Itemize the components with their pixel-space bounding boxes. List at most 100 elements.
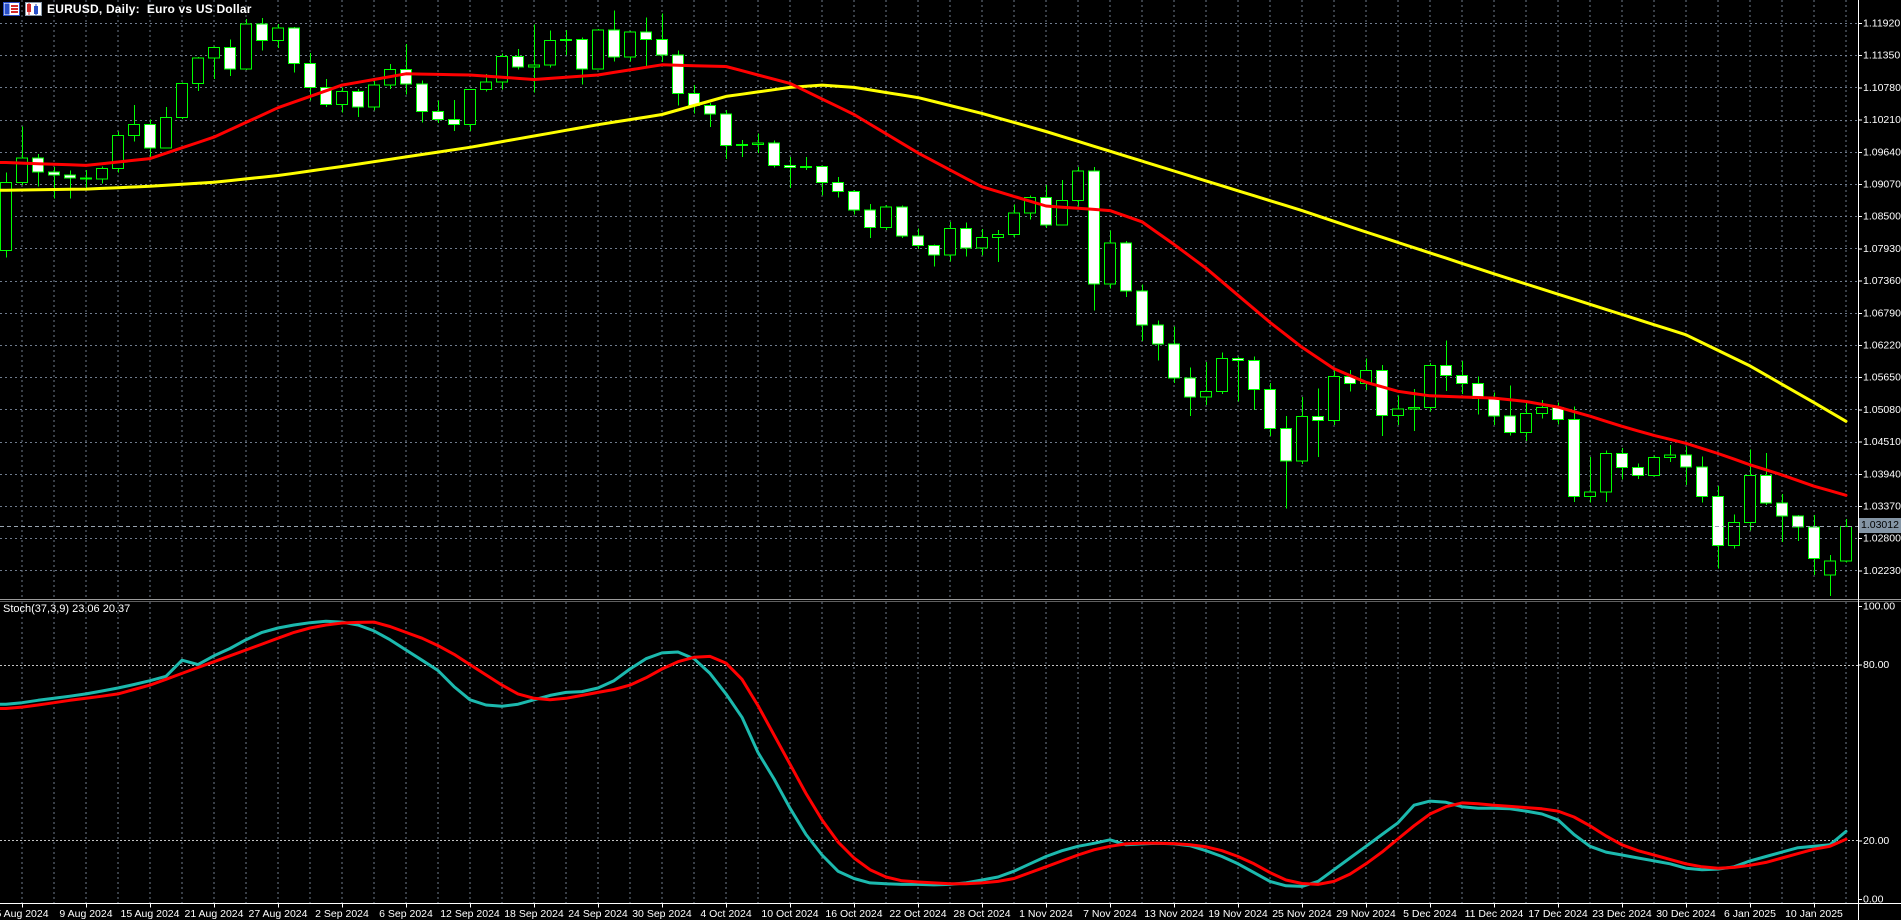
candlestick[interactable] <box>1616 452 1628 469</box>
candlestick[interactable] <box>512 55 524 68</box>
candlestick[interactable] <box>1168 343 1180 379</box>
candlestick[interactable] <box>368 84 380 108</box>
candlestick[interactable] <box>800 165 812 169</box>
candlestick[interactable] <box>96 168 108 180</box>
candlestick[interactable] <box>528 64 540 68</box>
candlestick[interactable] <box>16 157 28 183</box>
candlestick[interactable] <box>1600 452 1612 493</box>
candlestick[interactable] <box>304 63 316 88</box>
candlestick[interactable] <box>352 90 364 108</box>
candlestick[interactable] <box>496 55 508 83</box>
candlestick[interactable] <box>176 82 188 118</box>
candlestick[interactable] <box>1184 377 1196 398</box>
candlestick[interactable] <box>1136 290 1148 326</box>
candlestick[interactable] <box>1568 419 1580 497</box>
candlestick[interactable] <box>992 233 1004 239</box>
candlestick[interactable] <box>1840 525 1852 562</box>
chart-list-icon[interactable] <box>3 2 20 16</box>
candlestick[interactable] <box>1456 375 1468 384</box>
candlestick[interactable] <box>736 143 748 147</box>
candlestick[interactable] <box>1712 495 1724 547</box>
stochastic-plot[interactable] <box>0 619 1848 888</box>
candlestick[interactable] <box>1328 376 1340 422</box>
candlestick[interactable] <box>1120 242 1132 292</box>
candlestick[interactable] <box>1536 407 1548 414</box>
ma-slow-line[interactable] <box>0 83 1848 423</box>
candlestick[interactable] <box>1232 358 1244 361</box>
candlestick[interactable] <box>1424 364 1436 409</box>
candlestick[interactable] <box>1264 389 1276 430</box>
candlestick[interactable] <box>1792 515 1804 528</box>
candlestick[interactable] <box>1680 454 1692 468</box>
candlestick[interactable] <box>208 46 220 59</box>
candlestick[interactable] <box>576 38 588 70</box>
candlestick[interactable] <box>896 206 908 237</box>
candlestick[interactable] <box>1744 474 1756 523</box>
candlestick[interactable] <box>1248 359 1260 391</box>
candlestick[interactable] <box>640 31 652 40</box>
stoch-scale[interactable]: 100.00 80.00 20.00 0.00 <box>1858 601 1895 906</box>
candlestick[interactable] <box>128 124 140 136</box>
candlestick[interactable] <box>912 235 924 247</box>
candlestick[interactable] <box>480 81 492 91</box>
candlestick[interactable] <box>720 113 732 147</box>
candlestick[interactable] <box>416 83 428 113</box>
candlestick[interactable] <box>160 116 172 149</box>
price-scale[interactable]: 1.11920 1.11350 1.10780 1.10210 1.09640 1.090… <box>1858 18 1901 577</box>
candlestick[interactable] <box>192 57 204 84</box>
candlestick[interactable] <box>768 142 780 166</box>
candlestick[interactable] <box>1776 502 1788 517</box>
candlestick[interactable] <box>960 228 972 249</box>
time-scale[interactable]: 5 Aug 2024 9 Aug 2024 15 Aug 2024 21 Aug 20… <box>0 903 1843 920</box>
candlestick[interactable] <box>864 209 876 228</box>
candlestick[interactable] <box>1392 408 1404 417</box>
candlestick[interactable] <box>1152 324 1164 345</box>
candlestick[interactable] <box>1216 358 1228 392</box>
candlestick[interactable] <box>1824 560 1836 576</box>
candlestick[interactable] <box>464 89 476 126</box>
candlestick[interactable] <box>144 124 156 149</box>
candlestick[interactable] <box>1104 242 1116 285</box>
candlestick[interactable] <box>272 27 284 42</box>
candlestick[interactable] <box>976 237 988 249</box>
candlestick[interactable] <box>320 86 332 105</box>
candlestick[interactable] <box>1584 491 1596 497</box>
candlestick[interactable] <box>1024 197 1036 214</box>
candlestick[interactable] <box>0 181 12 252</box>
candlestick[interactable] <box>848 190 860 211</box>
candlestick[interactable] <box>624 31 636 58</box>
candlestick[interactable] <box>1648 456 1660 476</box>
stoch-signal-line[interactable] <box>0 620 1848 886</box>
candlestick[interactable] <box>240 23 252 70</box>
candlestick[interactable] <box>48 171 60 176</box>
candlestick[interactable] <box>1808 526 1820 560</box>
candlestick[interactable] <box>288 27 300 65</box>
candlestick[interactable] <box>256 23 268 42</box>
candlestick[interactable] <box>1056 199 1068 226</box>
candlestick[interactable] <box>1520 412 1532 434</box>
candlestick[interactable] <box>560 38 572 42</box>
candlestick[interactable] <box>1088 170 1100 285</box>
candlestick[interactable] <box>400 68 412 85</box>
candlestick-chart-icon[interactable] <box>25 2 42 16</box>
candlestick[interactable] <box>1728 521 1740 547</box>
candlestick[interactable] <box>672 54 684 95</box>
candlestick[interactable] <box>608 29 620 58</box>
candlestick[interactable] <box>1200 390 1212 398</box>
candlestick[interactable] <box>1760 474 1772 504</box>
candlestick[interactable] <box>432 111 444 121</box>
candlestick[interactable] <box>1504 415 1516 434</box>
candlestick[interactable] <box>1408 407 1420 410</box>
candles[interactable] <box>0 10 1852 596</box>
candlestick[interactable] <box>1008 212 1020 235</box>
candlestick[interactable] <box>832 181 844 192</box>
candlestick[interactable] <box>1488 398 1500 417</box>
candlestick[interactable] <box>1376 369 1388 417</box>
candlestick[interactable] <box>1072 170 1084 201</box>
candlestick[interactable] <box>1040 197 1052 226</box>
candlestick[interactable] <box>1296 416 1308 462</box>
candlestick[interactable] <box>1312 416 1324 422</box>
candlestick[interactable] <box>1664 454 1676 458</box>
candlestick[interactable] <box>1632 467 1644 476</box>
